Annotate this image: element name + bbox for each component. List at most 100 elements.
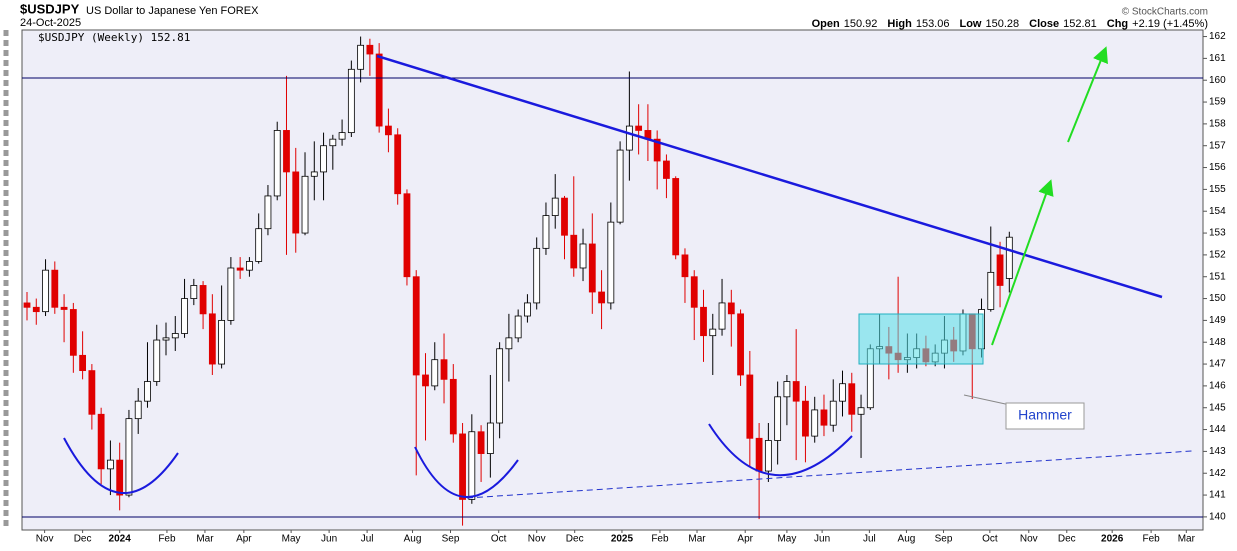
candle-body — [551, 197, 559, 216]
candle-body — [412, 276, 420, 376]
green-arrow — [1067, 46, 1108, 143]
y-tick-label: 155 — [1209, 184, 1226, 195]
candle-body — [468, 431, 476, 500]
x-tick-label: Mar — [688, 534, 706, 545]
candle-body — [755, 437, 763, 472]
stat-value: 153.06 — [916, 18, 950, 30]
callout-box — [1005, 402, 1085, 430]
y-tick-label: 153 — [1209, 228, 1226, 239]
x-tick-label: Oct — [491, 534, 507, 545]
y-tick-label: 160 — [1209, 75, 1226, 86]
candle-body — [533, 247, 541, 304]
candle-body — [700, 306, 707, 337]
x-tick-label: Dec — [74, 534, 92, 545]
candle-body — [88, 370, 96, 415]
candle-body — [524, 302, 531, 317]
candle-body — [79, 354, 87, 372]
candle-body — [857, 407, 865, 415]
candle-body — [625, 125, 633, 151]
x-tick-label: Feb — [158, 534, 176, 545]
y-tick-label: 161 — [1209, 53, 1226, 64]
stat-label: High — [887, 18, 912, 30]
candle-body — [690, 276, 698, 308]
x-tick-label: Mar — [196, 534, 214, 545]
symbol: $USDJPY — [20, 1, 80, 16]
x-tick-label: Nov — [528, 534, 546, 545]
arc — [708, 423, 853, 477]
candle-body — [134, 400, 142, 420]
x-tick-label: Apr — [236, 534, 252, 545]
candle-body — [60, 306, 68, 310]
candle-body — [385, 125, 392, 136]
arc — [414, 446, 519, 498]
candle-body — [51, 269, 59, 308]
y-tick-label: 148 — [1209, 337, 1226, 348]
x-tick-label: 2026 — [1101, 534, 1124, 545]
candle-body — [542, 215, 550, 249]
stat-value: 152.81 — [1063, 18, 1097, 30]
candle-body — [218, 319, 226, 365]
candle-body — [570, 234, 578, 269]
x-tick-label: Jun — [321, 534, 337, 545]
y-tick-label: 150 — [1209, 293, 1226, 304]
candle-body — [607, 221, 615, 304]
y-tick-label: 154 — [1209, 206, 1226, 217]
x-tick-label: 2025 — [611, 534, 634, 545]
candle-body — [329, 138, 337, 147]
consolidation-box — [858, 313, 984, 365]
x-tick-label: Feb — [651, 534, 669, 545]
x-tick-label: Aug — [898, 534, 916, 545]
candle-body — [366, 44, 374, 55]
candle-body — [783, 381, 791, 398]
candle-body — [292, 171, 300, 234]
x-tick-label: May — [777, 534, 796, 545]
candle-body — [514, 315, 522, 339]
candle-body — [737, 313, 744, 376]
candle-body — [255, 228, 263, 262]
stat-label: Open — [812, 18, 840, 30]
y-tick-label: 140 — [1209, 512, 1226, 523]
candle-body — [486, 422, 494, 454]
candle-body — [227, 267, 235, 321]
x-tick-label: Jul — [361, 534, 374, 545]
candle-body — [663, 160, 670, 179]
plot: 140 141 142 143 144 145 146 147 148 149 150 151 152 1… — [23, 31, 1226, 545]
y-tick-label: 141 — [1209, 490, 1226, 501]
candle-body — [125, 418, 133, 496]
candle-body — [588, 243, 596, 293]
x-tick-label: Aug — [404, 534, 422, 545]
x-tick-label: Mar — [1178, 534, 1196, 545]
candle-body — [561, 197, 568, 236]
y-tick-label: 145 — [1209, 402, 1226, 413]
candle-body — [839, 383, 846, 402]
x-tick-label: Jul — [863, 534, 876, 545]
y-tick-label: 144 — [1209, 424, 1226, 435]
arc — [63, 437, 179, 494]
trend-line — [376, 54, 1163, 299]
candle-body — [496, 348, 504, 424]
callout-pointer — [963, 394, 1011, 406]
candle-body — [746, 374, 754, 439]
candle-body — [264, 195, 272, 230]
x-tick-label: Feb — [1142, 534, 1160, 545]
candle-body — [23, 302, 31, 308]
candle-body — [820, 409, 828, 426]
candle-body — [792, 381, 800, 402]
stat-label: Low — [959, 18, 981, 30]
y-tick-label: 143 — [1209, 446, 1226, 457]
candle-body — [181, 298, 188, 334]
candle-body — [347, 68, 355, 134]
x-tick-label: Nov — [36, 534, 54, 545]
candle-body — [653, 138, 661, 162]
x-tick-label: Dec — [566, 534, 584, 545]
candle-body — [32, 306, 40, 313]
candle-body — [107, 459, 114, 470]
x-tick-label: Sep — [935, 534, 953, 545]
callout-text: Hammer — [1018, 407, 1072, 423]
green-arrow — [991, 179, 1054, 346]
candle-body — [505, 337, 513, 350]
y-tick-label: 157 — [1209, 140, 1226, 151]
candle-body — [987, 271, 995, 310]
y-tick-label: 152 — [1209, 250, 1226, 261]
candle-body — [301, 175, 309, 234]
